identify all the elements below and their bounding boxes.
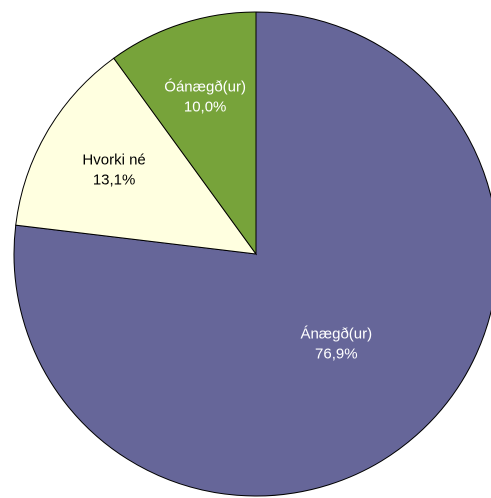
slice-label: Hvorki né xyxy=(82,152,145,169)
slice-label: Ánægð(ur) xyxy=(300,325,372,342)
slice-value-label: 10,0% xyxy=(184,98,227,115)
slice-value-label: 76,9% xyxy=(315,345,358,362)
slice-value-label: 13,1% xyxy=(93,172,136,189)
slice-label: Óánægð(ur) xyxy=(164,78,246,95)
pie-slice xyxy=(15,57,258,255)
pie-slice xyxy=(113,11,257,256)
